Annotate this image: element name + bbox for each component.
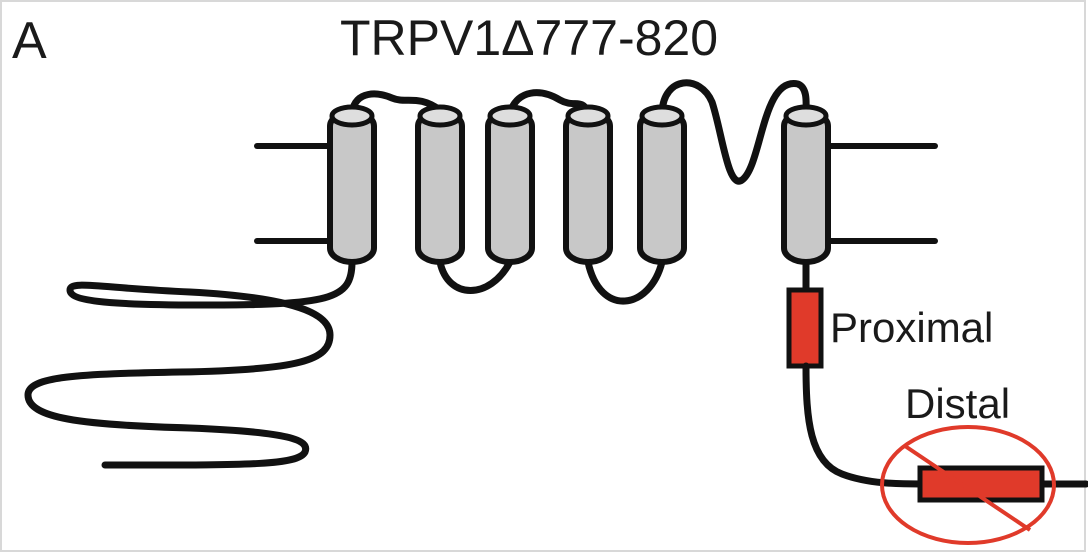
diagram-title: TRPV1Δ777-820 [340, 10, 718, 66]
proximal-domain-box [786, 287, 824, 369]
n-terminus-strand [24, 258, 356, 469]
c-terminus-strand [802, 362, 926, 488]
helix-s4 [563, 104, 613, 265]
deletion-prohibition-icon [880, 425, 1056, 545]
loop-s2-s3 [436, 258, 514, 294]
distal-label: Distal [905, 380, 1010, 427]
loop-pore [658, 79, 810, 185]
loop-s4-s5 [584, 258, 666, 305]
loop-s3-s4 [506, 89, 592, 116]
helix-s2 [415, 104, 465, 265]
panel-label: A [12, 12, 47, 70]
helix-s5 [637, 104, 687, 265]
helix-s6 [781, 104, 831, 265]
helix-s1 [327, 104, 377, 265]
proximal-label: Proximal [830, 304, 993, 351]
helix-s3 [485, 104, 535, 265]
loop-s1-s2 [348, 90, 444, 116]
